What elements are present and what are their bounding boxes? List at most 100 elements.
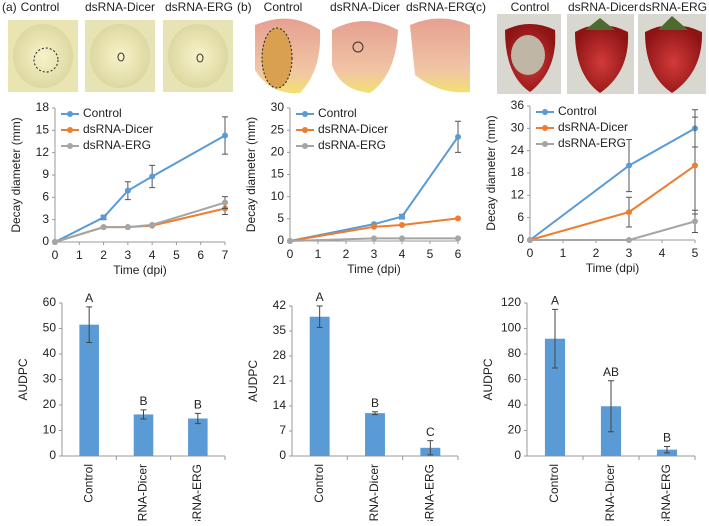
y-tick-label: 6	[42, 190, 49, 204]
significance-letter: A	[316, 290, 324, 304]
y-tick-label: 14	[273, 398, 287, 412]
lesion-circle	[33, 47, 59, 73]
marker	[626, 237, 632, 243]
x-tick-label: 0	[527, 246, 534, 260]
y-tick-label: 0	[517, 232, 524, 246]
significance-letter: B	[663, 431, 671, 445]
y-tick-label: 36	[511, 98, 525, 112]
marker	[455, 133, 461, 140]
error-bar	[86, 306, 93, 344]
photo-label: dsRNA-Dicer	[568, 0, 638, 14]
y-tick-label: 30	[271, 100, 285, 114]
photo-label: Control	[264, 0, 303, 14]
marker	[626, 162, 632, 169]
x-tick-label: 4	[399, 247, 406, 261]
y-tick-label: 9	[42, 167, 49, 181]
x-tick-label: 0	[52, 248, 59, 262]
x-tick-label: dsRNA-ERG	[423, 464, 437, 521]
legend-marker	[302, 143, 308, 149]
marker	[222, 199, 228, 206]
y-axis-label: AUDPC	[16, 358, 30, 400]
x-tick-label: Control	[312, 464, 326, 503]
x-tick-label: 4	[659, 246, 666, 260]
marker	[222, 132, 228, 139]
strawberry	[575, 25, 629, 93]
petal	[410, 18, 470, 93]
petal	[90, 24, 150, 88]
error-bar	[194, 412, 201, 425]
y-tick-label: 12	[511, 188, 525, 202]
x-tick-label: 1	[315, 247, 322, 261]
y-tick-label: 7	[279, 423, 286, 437]
photo-label: Control	[21, 0, 60, 14]
x-tick-label: dsRNA-Dicer	[136, 464, 150, 521]
y-tick-label: 60	[508, 372, 522, 386]
x-tick-label: Control	[547, 464, 561, 503]
significance-letter: B	[139, 394, 147, 408]
y-tick-label: 0	[514, 448, 521, 462]
legend-marker	[302, 127, 308, 133]
legend-label: dsRNA-Dicer	[83, 122, 153, 136]
y-tick-label: 15	[36, 123, 50, 137]
legend-label: Control	[318, 106, 357, 120]
y-tick-label: 60	[43, 295, 57, 309]
x-tick-label: 5	[173, 248, 180, 262]
x-tick-label: 3	[371, 247, 378, 261]
series-line	[289, 237, 458, 242]
x-tick-label: dsRNA-ERG	[659, 464, 673, 521]
marker	[124, 187, 131, 194]
error-bar	[664, 445, 670, 454]
lesion	[511, 35, 545, 75]
strawberry	[645, 25, 703, 93]
petal	[332, 21, 398, 93]
y-axis-label: Decay diameter (mm)	[9, 117, 23, 232]
y-tick-label: 28	[273, 348, 287, 362]
marker	[100, 214, 107, 221]
significance-letter: B	[194, 398, 202, 412]
x-axis-label: Time (dpi)	[113, 263, 167, 277]
marker	[399, 222, 405, 229]
significance-letter: C	[426, 425, 435, 439]
y-tick-label: 120	[501, 295, 521, 309]
y-tick-label: 0	[277, 233, 284, 247]
legend-marker	[542, 125, 548, 131]
y-tick-label: 10	[271, 189, 285, 203]
y-tick-label: 20	[43, 397, 57, 411]
bar	[188, 418, 208, 456]
y-tick-label: 50	[43, 321, 57, 335]
series-line	[289, 217, 459, 242]
photo-label: dsRNA-ERG	[406, 0, 474, 14]
y-tick-label: 12	[36, 145, 50, 159]
y-tick-label: 0	[279, 448, 286, 462]
calyx	[585, 18, 615, 30]
marker	[455, 215, 461, 222]
y-tick-label: 3	[42, 212, 49, 226]
y-tick-label: 15	[271, 167, 285, 181]
legend-label: dsRNA-ERG	[318, 138, 386, 152]
y-tick-label: 20	[271, 145, 285, 159]
x-tick-label: 2	[343, 247, 350, 261]
x-tick-label: 0	[287, 247, 294, 261]
panel-label: (b)	[237, 0, 252, 14]
y-tick-label: 21	[273, 373, 287, 387]
petal	[13, 24, 73, 88]
legend-marker	[302, 111, 308, 117]
lesion-circle	[261, 27, 293, 89]
x-axis-label: Time (dpi)	[347, 262, 401, 276]
y-tick-label: 18	[511, 165, 525, 179]
panel-label: (a)	[2, 0, 17, 14]
x-tick-label: 4	[149, 248, 156, 262]
y-tick-label: 40	[43, 346, 57, 360]
error-bar	[372, 411, 378, 416]
significance-letter: B	[371, 396, 379, 410]
x-tick-label: 3	[125, 248, 132, 262]
x-tick-label: 7	[222, 248, 229, 262]
y-tick-label: 35	[273, 323, 287, 337]
legend-marker	[542, 141, 548, 147]
series-line	[289, 136, 459, 242]
y-tick-label: 30	[43, 372, 57, 386]
photos	[8, 14, 706, 94]
y-axis-label: AUDPC	[246, 360, 260, 402]
legend-label: Control	[558, 104, 597, 118]
x-tick-label: 6	[455, 247, 462, 261]
